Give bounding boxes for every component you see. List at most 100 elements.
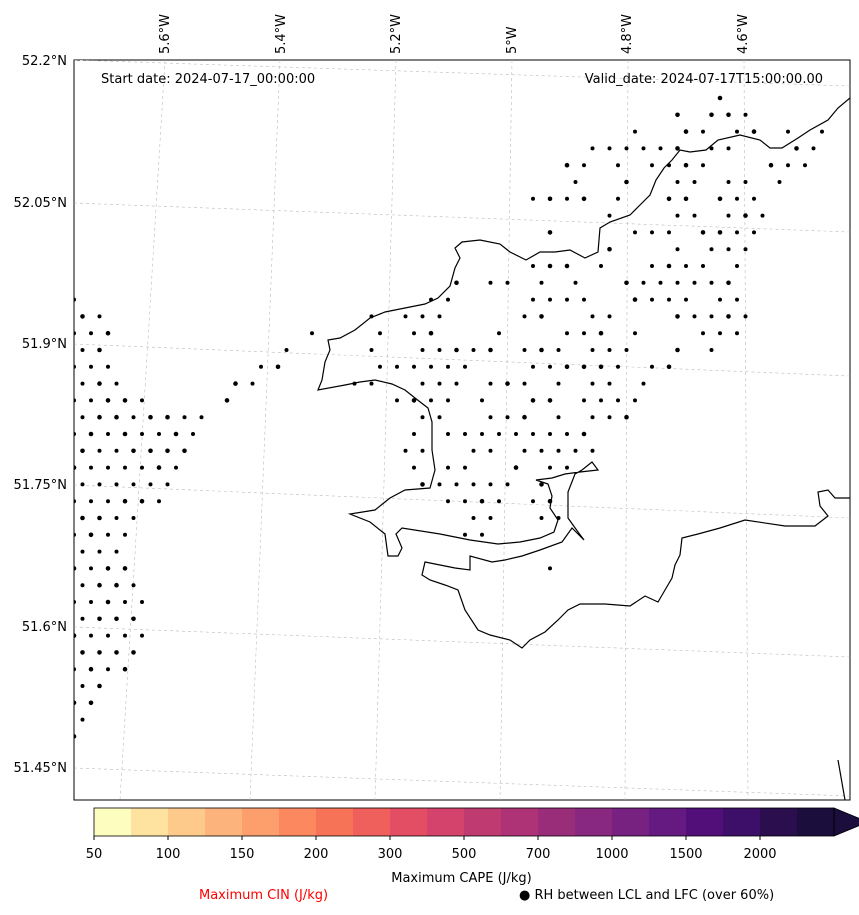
rh-dot [548, 465, 552, 470]
rh-dot [131, 482, 136, 487]
rh-dot [564, 162, 570, 168]
rh-dot [454, 381, 459, 386]
rh-dot [582, 163, 586, 168]
lat-label: 52.2°N [22, 54, 67, 69]
rh-dot [735, 196, 739, 201]
rh-dot [89, 499, 93, 504]
rh-dot [590, 146, 595, 151]
rh-dot [590, 415, 595, 420]
rh-dot [80, 448, 85, 454]
rh-dot [97, 650, 102, 655]
rh-dot [718, 297, 722, 302]
rh-dot [105, 566, 111, 571]
rh-dot [259, 364, 263, 369]
colorbar-tick-label: 300 [378, 847, 403, 862]
rh-dot [675, 347, 680, 353]
rh-dot [675, 213, 680, 218]
rh-dot [131, 650, 136, 655]
rh-dot [437, 348, 442, 352]
rh-dot [131, 516, 136, 520]
rh-dot [547, 196, 553, 202]
colorbar-title: Maximum CAPE (J/kg) [391, 871, 532, 886]
rh-dot [74, 398, 76, 403]
rh-dot [114, 616, 119, 622]
rh-dot [505, 381, 510, 386]
colorbar-tick-label: 1500 [669, 847, 702, 862]
rh-dot [173, 431, 179, 437]
rh-dot [74, 432, 76, 436]
rh-dot [641, 280, 646, 285]
longitude-labels: 5.6°W 5.4°W 5.2°W 5°W 4.8°W 4.6°W [158, 14, 751, 54]
colorbar-swatch [427, 808, 465, 836]
colorbar [93, 807, 859, 837]
rh-dot [624, 414, 629, 420]
rh-dot [641, 146, 646, 151]
colorbar-extend-arrow [833, 807, 859, 837]
rh-dot [157, 499, 161, 504]
rh-dot [624, 280, 629, 286]
rh-dot [233, 381, 238, 386]
rh-dot [726, 247, 731, 252]
rh-dot [743, 180, 748, 184]
rh-dot [607, 348, 612, 352]
rh-dot [131, 448, 136, 454]
rh-dot [666, 263, 672, 269]
rh-dot [735, 297, 739, 302]
rh-dot [74, 297, 76, 302]
rh-dot [97, 616, 102, 622]
rh-dot [666, 196, 672, 202]
rh-dot [709, 314, 714, 319]
rh-dot [463, 532, 467, 537]
start-date-label: Start date: 2024-07-17_00:00:00 [101, 72, 315, 87]
rh-dot [446, 364, 450, 369]
lon-label: 5.2°W [389, 14, 404, 54]
rh-dot [420, 415, 425, 420]
rh-dot [735, 230, 739, 235]
rh-dot [88, 700, 94, 706]
colorbar-swatch [538, 808, 576, 836]
rh-dot [582, 331, 586, 336]
rh-dot [420, 381, 425, 386]
rh-dot [114, 414, 119, 420]
rh-dot [598, 364, 604, 370]
rh-dot [590, 314, 595, 319]
rh-dot [139, 498, 145, 504]
rh-dot [97, 414, 102, 420]
rh-dot [446, 432, 450, 436]
rh-dot [803, 163, 807, 168]
rh-dot [718, 331, 722, 336]
lon-label: 4.6°W [736, 14, 751, 54]
rh-dot [106, 465, 110, 470]
rh-dot [700, 230, 706, 235]
rh-dot [531, 499, 535, 504]
rh-dot [89, 331, 93, 336]
rh-dot [114, 650, 119, 655]
rh-dot [556, 381, 561, 386]
rh-dot [692, 180, 697, 184]
rh-dot [633, 129, 637, 134]
colorbar-swatch [205, 808, 243, 836]
rh-dot [709, 348, 714, 352]
rh-dot [607, 213, 612, 218]
rh-dot [522, 414, 527, 420]
rh-dot [811, 146, 816, 151]
rh-dot [675, 146, 680, 151]
rh-dot [74, 331, 76, 336]
rh-dot [106, 667, 110, 672]
colorbar-swatch [353, 808, 391, 836]
rh-dot [80, 314, 85, 319]
colorbar-tick-label: 100 [156, 847, 181, 862]
rh-dot [497, 331, 501, 336]
rh-dot [471, 348, 476, 352]
rh-dot [89, 364, 93, 369]
rh-dot [471, 482, 476, 487]
rh-dot [650, 264, 654, 268]
rh-dot [454, 280, 459, 286]
rh-dot [514, 432, 518, 436]
rh-dot [106, 532, 110, 537]
rh-dot [616, 196, 620, 201]
rh-dot [522, 314, 527, 319]
rh-dot [123, 600, 127, 604]
rh-dot [105, 398, 111, 403]
rh-dot [726, 213, 731, 218]
